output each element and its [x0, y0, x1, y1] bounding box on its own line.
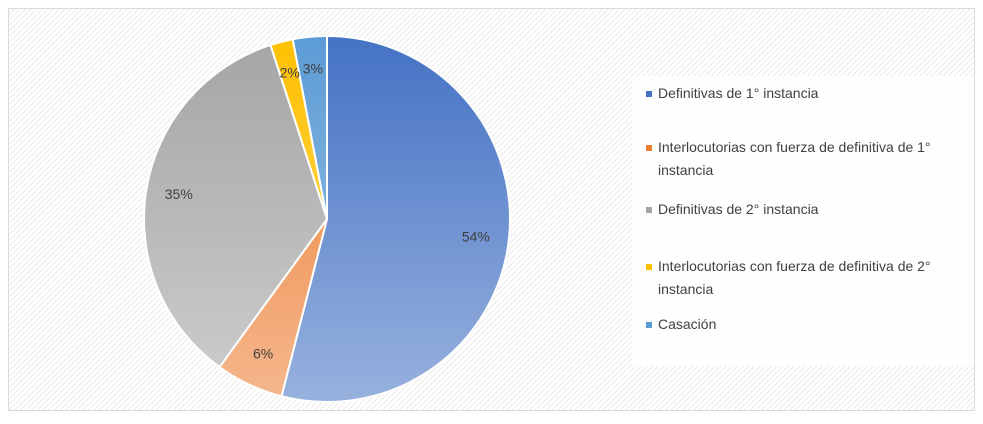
data-label: 2% — [280, 64, 300, 80]
legend-swatch — [646, 207, 652, 213]
legend-item: Casación — [646, 313, 983, 336]
legend-item: Interlocutorias con fuerza de definitiva… — [646, 136, 983, 182]
data-label: 3% — [303, 60, 323, 76]
legend-label: Definitivas de 2° instancia — [658, 201, 819, 217]
legend-label: Definitivas de 1° instancia — [658, 85, 819, 101]
legend-swatch — [646, 264, 652, 270]
legend-item: Definitivas de 1° instancia — [646, 82, 983, 105]
legend-swatch — [646, 145, 652, 151]
data-label: 6% — [253, 345, 273, 361]
legend: Definitivas de 1° instancia Interlocutori… — [632, 76, 974, 366]
data-label: 54% — [462, 229, 490, 245]
legend-label: Casación — [658, 316, 717, 332]
pie: 54% 6% 35% 2% 3% — [143, 34, 511, 403]
legend-swatch — [646, 91, 652, 97]
legend-item: Definitivas de 2° instancia — [646, 198, 983, 221]
legend-item: Interlocutorias con fuerza de definitiva… — [646, 255, 983, 301]
legend-label: Interlocutorias con fuerza de definitiva… — [658, 139, 931, 178]
legend-swatch — [646, 322, 652, 328]
legend-label: Interlocutorias con fuerza de definitiva… — [658, 258, 931, 297]
data-label: 35% — [165, 186, 193, 202]
